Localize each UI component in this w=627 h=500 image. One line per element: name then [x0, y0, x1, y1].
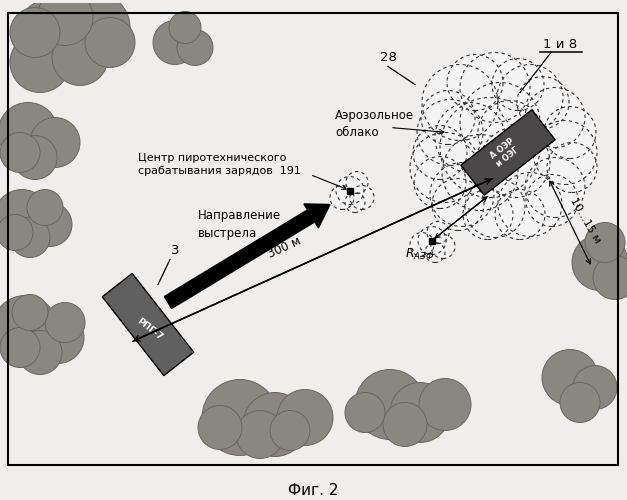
Circle shape: [177, 30, 213, 66]
Circle shape: [10, 8, 60, 58]
Circle shape: [169, 12, 201, 44]
Circle shape: [442, 134, 518, 210]
Circle shape: [28, 202, 72, 246]
Circle shape: [447, 54, 503, 110]
Circle shape: [460, 82, 540, 162]
Text: Фиг. 2: Фиг. 2: [288, 483, 338, 498]
Circle shape: [15, 0, 95, 78]
Circle shape: [431, 234, 455, 258]
Circle shape: [0, 296, 57, 360]
Circle shape: [0, 132, 40, 172]
Circle shape: [198, 406, 242, 450]
Circle shape: [593, 256, 627, 300]
Circle shape: [585, 222, 625, 262]
Circle shape: [37, 0, 93, 46]
Circle shape: [27, 190, 63, 226]
Circle shape: [480, 128, 550, 198]
Circle shape: [418, 226, 446, 254]
Circle shape: [52, 30, 108, 86]
Circle shape: [18, 330, 62, 374]
Circle shape: [10, 32, 70, 92]
Circle shape: [460, 52, 530, 122]
Circle shape: [202, 380, 278, 456]
Circle shape: [355, 370, 425, 440]
Text: $R_{АЗФ}$: $R_{АЗФ}$: [405, 246, 435, 262]
Circle shape: [330, 186, 354, 210]
Circle shape: [0, 328, 40, 368]
Circle shape: [414, 156, 466, 208]
Circle shape: [346, 172, 368, 194]
Circle shape: [542, 350, 598, 406]
Circle shape: [465, 178, 525, 238]
Circle shape: [0, 214, 33, 250]
Circle shape: [544, 106, 596, 158]
Circle shape: [432, 178, 484, 231]
Circle shape: [573, 366, 617, 410]
Text: А ОЭР
и ОЭГ: А ОЭР и ОЭГ: [488, 136, 522, 168]
Circle shape: [430, 162, 494, 226]
Circle shape: [30, 118, 80, 168]
FancyArrow shape: [164, 204, 330, 308]
Circle shape: [526, 174, 578, 227]
Circle shape: [419, 378, 471, 430]
Text: 10...15 м: 10...15 м: [568, 196, 602, 245]
Circle shape: [10, 218, 50, 258]
Circle shape: [497, 64, 563, 130]
Circle shape: [270, 410, 310, 451]
Circle shape: [533, 120, 597, 184]
Circle shape: [547, 142, 597, 192]
Text: 1 и 8: 1 и 8: [543, 38, 577, 51]
Circle shape: [498, 172, 562, 236]
Text: Центр пиротехнического
срабатывания зарядов  191: Центр пиротехнического срабатывания заря…: [138, 153, 301, 176]
Circle shape: [463, 190, 513, 240]
Circle shape: [383, 402, 427, 446]
Text: РПГ-7: РПГ-7: [135, 316, 165, 342]
Polygon shape: [102, 274, 194, 376]
Text: 300 м: 300 м: [266, 235, 303, 261]
Circle shape: [492, 58, 544, 110]
Circle shape: [525, 88, 585, 148]
Circle shape: [336, 176, 364, 204]
Circle shape: [417, 100, 483, 166]
Circle shape: [0, 190, 50, 246]
Polygon shape: [461, 110, 555, 195]
Circle shape: [13, 136, 57, 180]
Circle shape: [413, 126, 467, 180]
Circle shape: [32, 312, 84, 364]
Circle shape: [345, 392, 385, 432]
Text: Аэрозольное
облако: Аэрозольное облако: [335, 110, 414, 140]
Circle shape: [410, 232, 434, 256]
Circle shape: [440, 98, 540, 198]
Circle shape: [572, 234, 627, 290]
Circle shape: [410, 132, 480, 202]
Circle shape: [85, 18, 135, 68]
Circle shape: [425, 242, 445, 262]
Circle shape: [525, 158, 585, 218]
Circle shape: [435, 102, 505, 172]
Circle shape: [517, 76, 569, 128]
Circle shape: [560, 382, 600, 422]
Circle shape: [390, 382, 450, 442]
Circle shape: [45, 302, 85, 343]
Circle shape: [422, 64, 498, 140]
Circle shape: [478, 100, 542, 164]
Circle shape: [427, 222, 449, 244]
Circle shape: [12, 294, 48, 330]
Circle shape: [350, 186, 374, 210]
Circle shape: [421, 90, 475, 144]
Circle shape: [345, 192, 365, 212]
Circle shape: [153, 20, 197, 64]
Circle shape: [60, 0, 130, 62]
Text: Направление
выстрела: Направление выстрела: [198, 210, 281, 240]
Circle shape: [236, 410, 284, 459]
Text: 3: 3: [171, 244, 179, 257]
Circle shape: [495, 190, 545, 240]
Text: 28: 28: [379, 51, 396, 64]
Circle shape: [0, 102, 58, 162]
Circle shape: [277, 390, 333, 446]
Circle shape: [243, 392, 307, 456]
